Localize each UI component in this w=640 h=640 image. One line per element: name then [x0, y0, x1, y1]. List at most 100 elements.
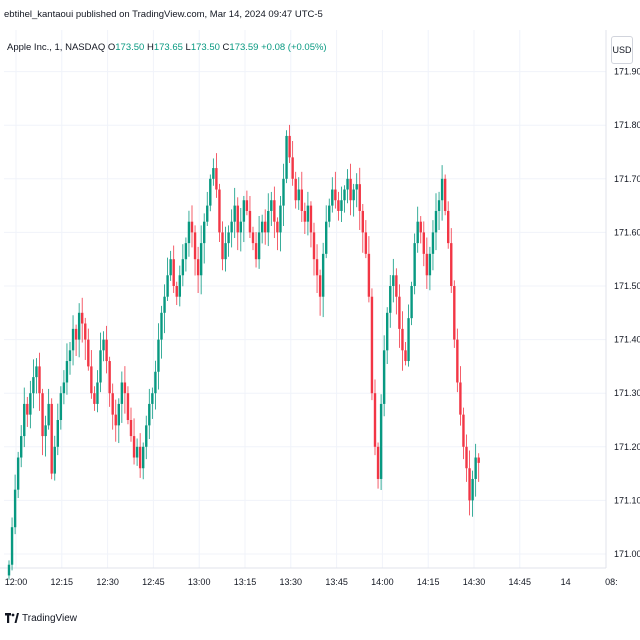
candle-body — [38, 366, 41, 394]
candle-body — [440, 178, 444, 201]
candle-body — [120, 382, 124, 404]
y-tick-label: 171.40 — [614, 335, 640, 345]
candle-body — [102, 339, 105, 351]
candle-body — [382, 350, 386, 404]
candle-body — [395, 275, 398, 297]
candle-body — [151, 393, 154, 404]
candle-body — [16, 457, 20, 490]
candle-body — [312, 232, 316, 260]
x-tick-label: 13:00 — [188, 577, 211, 587]
symbol-name: Apple Inc., 1, NASDAQ — [7, 42, 106, 53]
x-tick-label: 12:15 — [51, 577, 74, 587]
candle-body — [68, 350, 72, 362]
candle-body — [434, 210, 438, 233]
candle-body — [224, 243, 227, 260]
x-tick-label: 14:15 — [417, 577, 440, 587]
candle-body — [175, 286, 178, 297]
candle-body — [123, 382, 127, 394]
candle-body — [453, 286, 456, 340]
x-tick-label: 13:15 — [234, 577, 257, 587]
candle-body — [358, 184, 361, 211]
tradingview-logo[interactable]: TradingView — [5, 613, 77, 624]
top-bar: ebtihel_kantaoui published on TradingVie… — [0, 0, 640, 30]
candle-body — [7, 564, 11, 576]
candle-body — [56, 420, 59, 447]
candle-body — [462, 414, 465, 447]
open-value: 173.50 — [115, 42, 145, 53]
candle-body — [20, 436, 23, 458]
candle-body — [239, 221, 242, 233]
high-label: H — [146, 42, 154, 53]
y-tick-label: 171.50 — [614, 281, 640, 291]
candle-body — [126, 393, 130, 420]
x-tick-label: 13:45 — [325, 577, 348, 587]
candle-body — [437, 200, 441, 211]
x-tick-label: 14:30 — [463, 577, 486, 587]
candle-body — [23, 403, 26, 437]
candle-body — [196, 259, 200, 276]
candle-body — [209, 178, 212, 206]
currency-button[interactable]: USD — [611, 36, 633, 64]
candle-body — [477, 457, 480, 463]
candle-body — [404, 350, 407, 362]
y-tick-label: 171.70 — [614, 174, 640, 184]
candle-body — [242, 200, 246, 222]
candle-body — [111, 393, 114, 415]
candle-body — [273, 200, 276, 222]
candle-body — [337, 200, 340, 211]
footer — [0, 606, 640, 640]
candle-body — [47, 403, 50, 426]
candle-body — [264, 221, 267, 233]
candle-body — [367, 253, 371, 297]
candle-body — [53, 446, 56, 474]
close-value: 173.59 — [229, 42, 259, 53]
candle-body — [267, 210, 270, 233]
candle-body — [227, 232, 230, 244]
candle-body — [32, 377, 35, 394]
y-tick-label: 171.80 — [614, 120, 640, 130]
candle-body — [315, 259, 319, 276]
candle-body — [297, 189, 300, 201]
candle-body — [187, 221, 191, 244]
candle-body — [114, 414, 117, 426]
candle-body — [425, 253, 429, 276]
candle-body — [300, 189, 303, 211]
candle-body — [349, 178, 352, 201]
x-tick-label: 08: — [605, 577, 618, 587]
candle-body — [291, 157, 294, 179]
candle-body — [422, 232, 425, 254]
candle-body — [474, 457, 477, 479]
candle-body — [145, 425, 148, 447]
candle-body — [203, 221, 206, 244]
candle-body — [443, 178, 447, 211]
candle-body — [257, 232, 261, 260]
candlestick-chart[interactable]: 171.00 171.10 171.20 171.30 171.40 171.50 171.… — [0, 30, 640, 606]
candle-body — [59, 393, 63, 420]
candle-body — [279, 205, 282, 233]
candle-body — [172, 259, 175, 286]
candle-body — [157, 339, 160, 372]
candle-body — [288, 135, 291, 158]
candle-body — [160, 312, 163, 340]
candle-body — [13, 489, 17, 528]
candle-body — [352, 189, 355, 201]
candle-body — [471, 478, 474, 501]
candle-body — [328, 205, 331, 222]
candle-body — [325, 221, 328, 254]
candle-body — [77, 312, 81, 340]
candle-body — [459, 382, 462, 415]
close-label: C — [222, 42, 230, 53]
candle-body — [468, 468, 471, 501]
candle-body — [392, 275, 395, 286]
candle-body — [65, 361, 69, 383]
candle-body — [142, 446, 145, 469]
candle-body — [346, 178, 349, 190]
candle-body — [87, 339, 90, 367]
low-value: 173.50 — [190, 42, 220, 53]
candle-body — [465, 446, 468, 469]
candle-body — [129, 420, 133, 437]
x-tick-label: 14:45 — [509, 577, 532, 587]
candle-body — [163, 296, 166, 313]
candle-body — [410, 286, 413, 319]
candle-body — [370, 296, 374, 394]
